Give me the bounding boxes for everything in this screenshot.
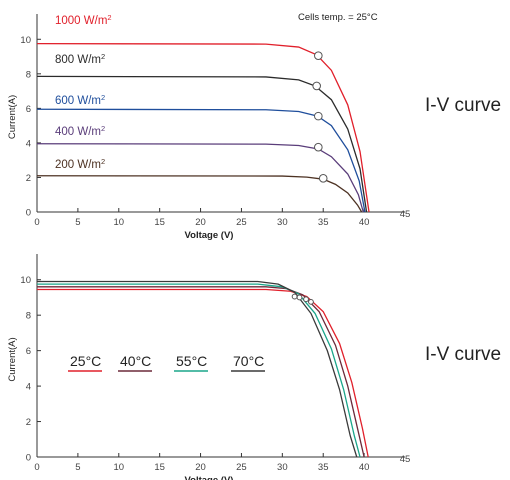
panel1-mpp-marker-4	[314, 142, 323, 152]
panel2-mpp-marker-4	[308, 298, 314, 305]
panel2-x-axis-label: Voltage (V)	[185, 475, 234, 480]
panel2-series-line-3	[37, 283, 361, 458]
panel1-curve-label-sup-1: 2	[107, 13, 111, 22]
panel2-x-tick-label: 15	[154, 462, 165, 473]
panel1-series-line-3	[36, 108, 366, 213]
panel1-x-tick-label: 15	[154, 217, 165, 228]
panel2-y-tick-label: 4	[26, 382, 31, 393]
panel1-x-axis-label: Voltage (V)	[185, 230, 234, 241]
panel1-mpp-marker-2	[312, 81, 321, 91]
panel1-series-line-1	[36, 42, 370, 213]
panel2-series-line-1	[37, 288, 369, 458]
panel1-y-axis-label: Current(A)	[7, 95, 18, 139]
panel2-x-tick-label: 25	[236, 462, 247, 473]
panel1-x-tick-label: 30	[277, 217, 288, 228]
panel1-x-tick-label: 20	[195, 217, 206, 228]
panel1-curve-label-1: 1000 W/m2	[55, 13, 112, 28]
side-title-top: I-V curve	[425, 95, 502, 116]
panel2-mpp-marker-1	[291, 293, 298, 300]
panel1-curve-label-3: 600 W/m2	[55, 93, 105, 108]
panel2-x-tick-label: 10	[113, 462, 124, 473]
panel2-series-line-2	[37, 286, 365, 458]
panel1-x-tick-label: 45	[400, 209, 411, 220]
panel2-x-tick-label: 45	[400, 454, 411, 465]
panel2-x-tick-label: 5	[75, 462, 80, 473]
panel1-y-tick-label: 8	[26, 69, 31, 80]
panel1-y-tick-label: 0	[26, 208, 31, 219]
panel1-curve-label-2: 800 W/m2	[55, 52, 105, 67]
panel1-y-tick-label: 6	[26, 104, 31, 115]
panel2-y-tick-label: 0	[26, 453, 31, 464]
panel2-x-tick-label: 40	[359, 462, 370, 473]
panel2-x-tick-label: 0	[34, 462, 39, 473]
panel2-x-tick-label: 30	[277, 462, 288, 473]
panel2-legend-label-3: 55°C	[176, 353, 207, 369]
panel1-x-tick-label: 5	[75, 217, 80, 228]
panel2-legend-label-2: 40°C	[120, 353, 151, 369]
panel2-legend-label-4: 70°C	[233, 353, 264, 369]
panel2-legend-label-1: 25°C	[70, 353, 101, 369]
panel1-curve-label-sup-2: 2	[101, 52, 105, 61]
panel1-y-tick-label: 2	[26, 173, 31, 184]
panel1-curve-label-5: 200 W/m2	[55, 157, 105, 172]
panel1-mpp-marker-1	[314, 51, 323, 60]
panel1-curve-label-4: 400 W/m2	[55, 124, 105, 139]
panel2-mpp-marker-2	[296, 294, 303, 301]
panel1-curve-label-sup-5: 2	[101, 157, 105, 166]
panel2-x-tick-label: 35	[318, 462, 329, 473]
panel1-curve-label-sup-3: 2	[101, 93, 105, 102]
panel1-x-tick-label: 25	[236, 217, 247, 228]
panel1-series-line-4	[36, 143, 364, 213]
panel1-curve-label-sup-4: 2	[101, 124, 105, 133]
panel2-y-axis-label: Current(A)	[7, 337, 18, 381]
side-title-bottom: I-V curve	[425, 344, 502, 365]
panel2-y-tick-label: 2	[26, 417, 31, 428]
panel1-annotation: Cells temp. = 25°C	[298, 12, 378, 23]
panel1-y-tick-label: 4	[26, 138, 31, 149]
panel2-y-tick-label: 10	[20, 275, 31, 286]
panel1-series-line-5	[36, 175, 363, 213]
panel1-x-tick-label: 0	[34, 217, 39, 228]
panel1-series-line-2	[36, 75, 368, 213]
panel2-y-tick-label: 6	[26, 346, 31, 357]
panel2-series-line-4	[37, 280, 358, 458]
panel2-x-tick-label: 20	[195, 462, 206, 473]
panel1-x-tick-label: 10	[113, 217, 124, 228]
panel1-mpp-marker-5	[318, 174, 328, 183]
panel1-mpp-marker-3	[314, 111, 323, 121]
panel1-x-tick-label: 35	[318, 217, 329, 228]
panel1-y-tick-label: 10	[20, 35, 31, 46]
panel2-mpp-marker-3	[303, 296, 309, 303]
panel2-y-tick-label: 8	[26, 311, 31, 322]
panel1-x-tick-label: 40	[359, 217, 370, 228]
